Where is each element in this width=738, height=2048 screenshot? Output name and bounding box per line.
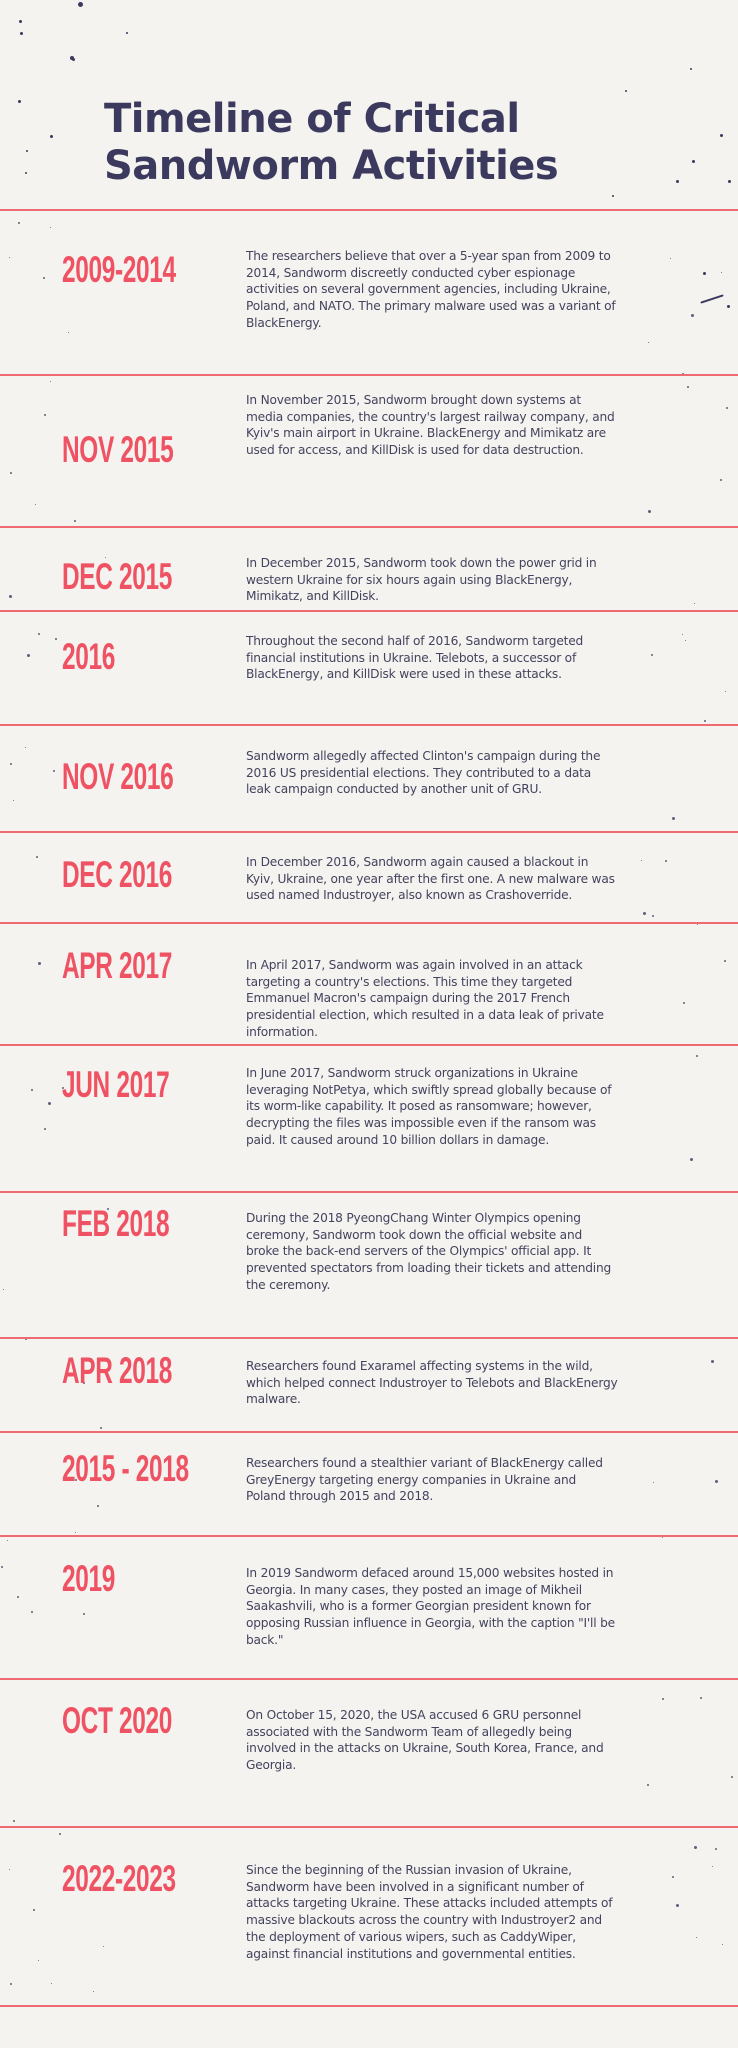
divider-line [0, 1044, 738, 1046]
divider-line [0, 1337, 738, 1339]
entry-date: DEC 2015 [62, 556, 173, 597]
entry-description: In December 2016, Sandworm again caused … [246, 855, 615, 903]
divider-line [0, 610, 738, 612]
entry-date: 2015 - 2018 [62, 1448, 189, 1489]
entry-description: In November 2015, Sandworm brought down … [246, 393, 615, 458]
divider-line [0, 1535, 738, 1537]
divider-line [0, 1678, 738, 1680]
entry-description: During the 2018 PyeongChang Winter Olymp… [246, 1211, 611, 1292]
entry-date: NOV 2015 [62, 429, 174, 470]
entry-date: APR 2017 [62, 945, 173, 986]
entry-description: On October 15, 2020, the USA accused 6 G… [246, 1708, 604, 1773]
divider-line [0, 209, 738, 211]
divider-line [0, 1191, 738, 1193]
divider-line [0, 2005, 738, 2007]
divider-line [0, 526, 738, 528]
entry-date: 2016 [62, 636, 116, 677]
entry-description: Researchers found a stealthier variant o… [246, 1456, 603, 1504]
entry-date: FEB 2018 [62, 1203, 170, 1244]
divider-line [0, 922, 738, 924]
entry-date: 2022-2023 [62, 1858, 176, 1899]
divider-line [0, 374, 738, 376]
page-title: Timeline of Critical Sandworm Activities [104, 96, 559, 190]
title-line-2: Sandworm Activities [104, 143, 559, 189]
entry-date: NOV 2016 [62, 756, 174, 797]
title-line-1: Timeline of Critical [104, 96, 520, 142]
entry-description: Since the beginning of the Russian invas… [246, 1863, 613, 1961]
entry-description: In December 2015, Sandworm took down the… [246, 556, 597, 604]
entry-date: DEC 2016 [62, 854, 173, 895]
entry-description: Throughout the second half of 2016, Sand… [246, 634, 584, 682]
divider-line [0, 1431, 738, 1433]
entry-date: JUN 2017 [62, 1064, 170, 1105]
entry-date: APR 2018 [62, 1350, 173, 1391]
entry-description: Sandworm allegedly affected Clinton's ca… [246, 749, 601, 797]
entry-description: In 2019 Sandworm defaced around 15,000 w… [246, 1566, 615, 1647]
entry-description: In June 2017, Sandworm struck organizati… [246, 1066, 612, 1147]
divider-line [0, 831, 738, 833]
entry-date: OCT 2020 [62, 1700, 173, 1741]
entry-description: Researchers found Exaramel affecting sys… [246, 1359, 618, 1407]
entry-date: 2009-2014 [62, 249, 176, 290]
entry-description: In April 2017, Sandworm was again involv… [246, 958, 604, 1039]
divider-line [0, 724, 738, 726]
divider-line [0, 1826, 738, 1828]
entry-date: 2019 [62, 1558, 116, 1599]
entry-description: The researchers believe that over a 5-ye… [246, 249, 616, 330]
